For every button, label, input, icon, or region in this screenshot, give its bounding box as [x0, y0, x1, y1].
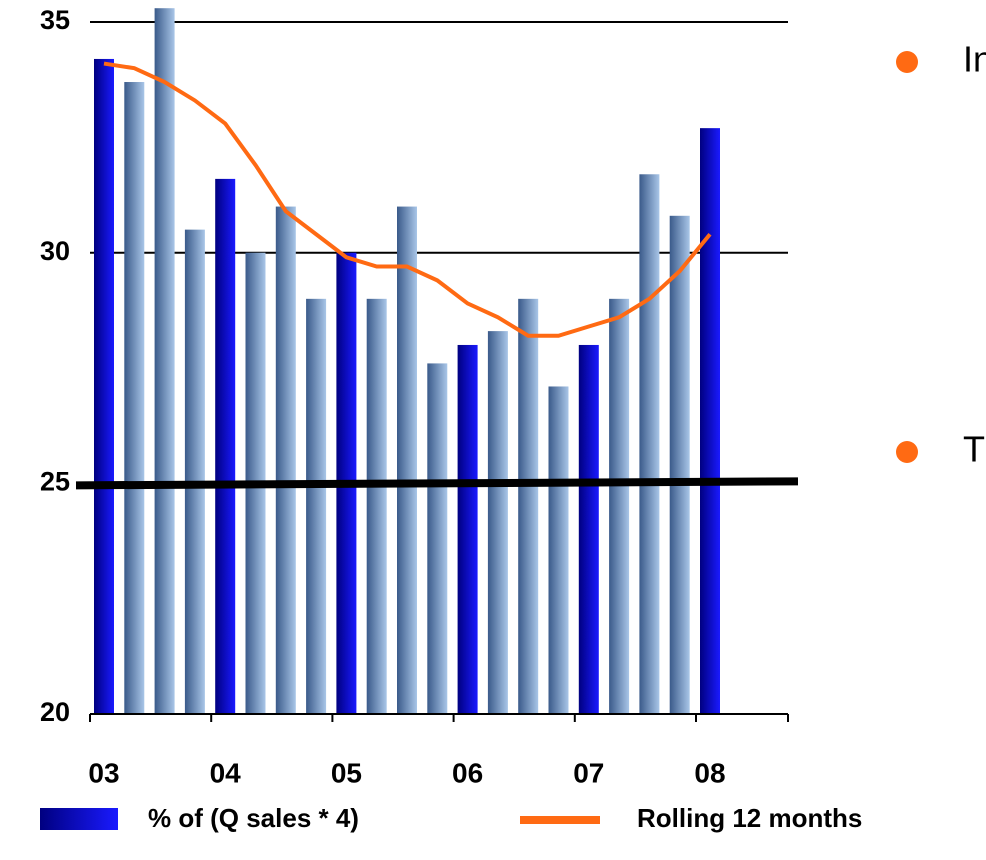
y-tick-label: 35 — [40, 5, 70, 35]
bar — [669, 215, 690, 714]
x-tick-label: 07 — [573, 757, 604, 788]
bar — [275, 206, 296, 714]
annotation: In — [963, 39, 986, 80]
bar — [154, 8, 175, 715]
y-tick-label: 20 — [40, 697, 70, 727]
bar — [397, 206, 417, 714]
bar — [518, 298, 539, 714]
x-tick-label: 08 — [694, 757, 725, 788]
y-tick-label: 25 — [40, 466, 70, 496]
bullet — [896, 51, 918, 73]
bullet — [896, 441, 918, 463]
bar — [124, 82, 145, 715]
bar — [548, 386, 569, 714]
bar — [457, 344, 478, 714]
line — [103, 61, 712, 338]
bar — [578, 344, 599, 714]
bar — [94, 58, 114, 715]
bar — [700, 128, 720, 715]
x-tick-label: 06 — [452, 757, 483, 788]
y-tick-label: 30 — [40, 236, 70, 266]
bar — [609, 298, 630, 714]
x-tick-label: 03 — [88, 757, 119, 788]
x-tick-label: 04 — [210, 757, 242, 788]
legend-label: Rolling 12 months — [637, 803, 862, 833]
legend-swatch — [40, 808, 118, 830]
legend-label: % of (Q sales * 4) — [148, 803, 359, 833]
x-tick-label: 05 — [331, 757, 362, 788]
bar — [366, 298, 387, 714]
bar — [639, 174, 660, 715]
reference-line — [75, 477, 799, 490]
bar — [427, 363, 448, 714]
bar — [215, 178, 236, 715]
annotation: T — [963, 429, 985, 470]
bar — [306, 298, 327, 714]
bar — [184, 229, 205, 714]
bar — [487, 331, 508, 714]
